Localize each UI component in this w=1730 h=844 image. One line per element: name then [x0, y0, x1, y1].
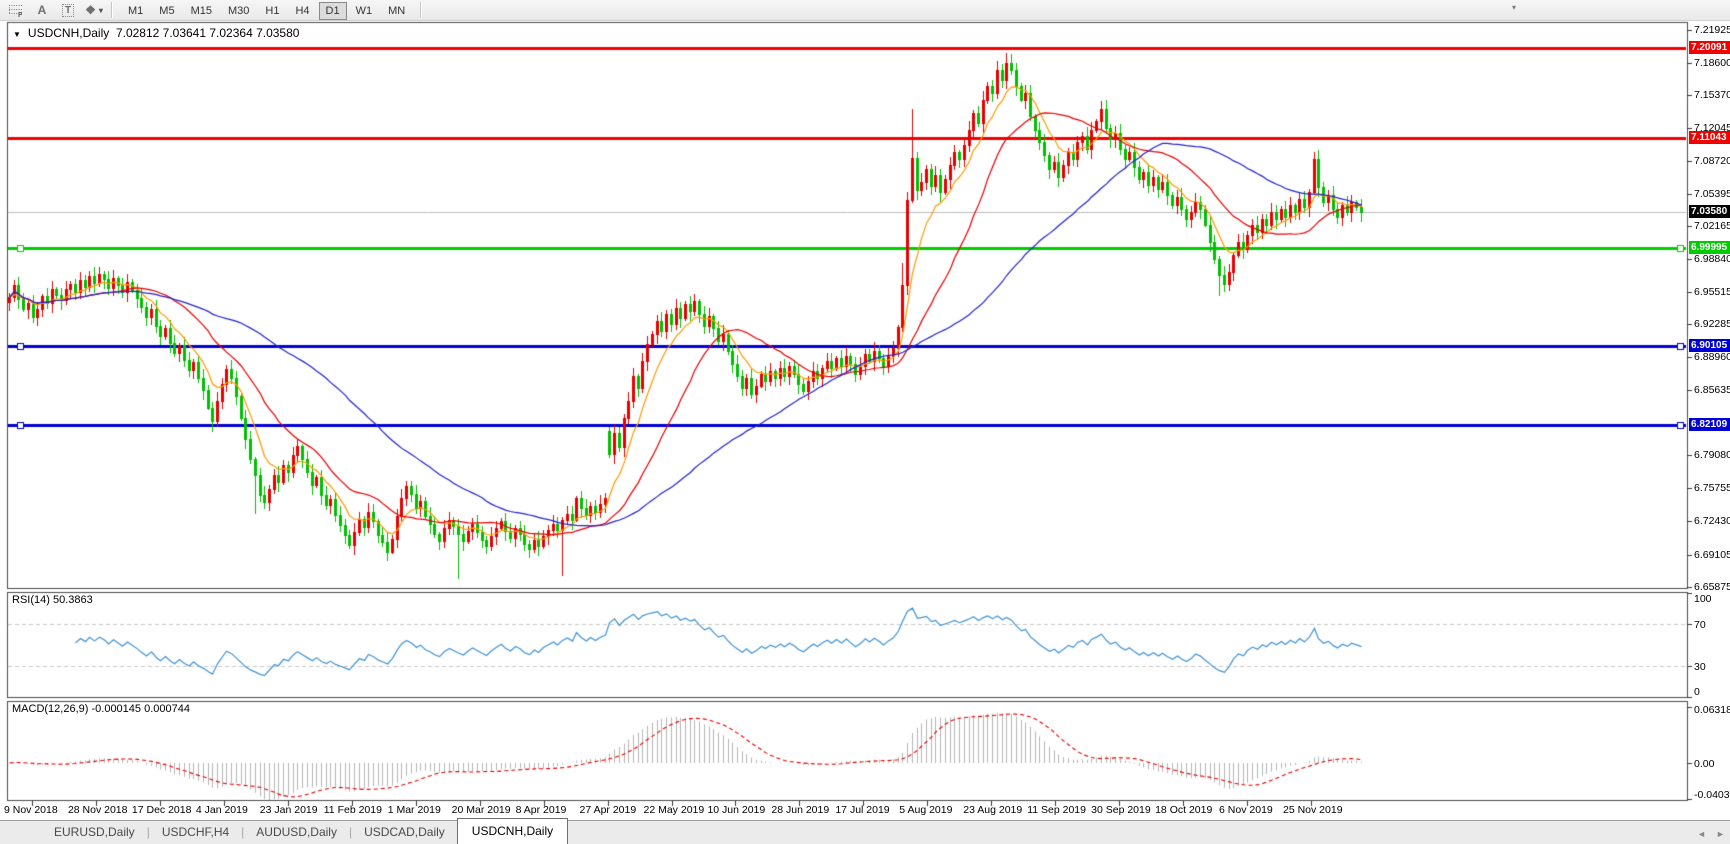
date-tick-label: 9 Nov 2018: [4, 804, 58, 816]
chart-tab-bar: EURUSD,Daily | USDCHF,H4 | AUDUSD,Daily | USDC…: [0, 818, 1730, 844]
date-tick-label: 30 Sep 2019: [1091, 804, 1151, 816]
chart-tab-usdcad[interactable]: USDCAD,Daily: [364, 825, 445, 839]
date-tick-label: 6 Nov 2019: [1219, 804, 1273, 816]
date-tick-label: 17 Jul 2019: [835, 804, 890, 816]
price-tick-label: 7.08720: [1694, 155, 1730, 168]
price-tick-label: 6.65875: [1694, 580, 1730, 593]
toolbar-overflow-icon[interactable]: ▾: [1512, 3, 1517, 12]
chart-quote: 7.02812 7.03641 7.02364 7.03580: [115, 26, 300, 40]
svg-text:F: F: [18, 12, 23, 18]
arrows-icon[interactable]: ❖ ▾: [84, 1, 104, 19]
timeframe-button-h1[interactable]: H1: [265, 5, 280, 17]
date-tick-label: 10 Jun 2019: [707, 804, 766, 816]
hline-price-badge: 6.99995: [1689, 241, 1730, 254]
text-icon[interactable]: A: [37, 3, 47, 17]
date-tick-label: 22 May 2019: [643, 804, 705, 816]
chart-tab-audusd[interactable]: AUDUSD,Daily: [256, 825, 337, 839]
timeframe-group: M1 M5 M15 M30 H1 H4 D1 W1 MN: [120, 1, 413, 20]
chart-tab-usdcnh[interactable]: USDCNH,Daily: [456, 818, 569, 844]
rsi-level-label: 100: [1694, 593, 1712, 605]
toolbar-separator: [111, 2, 113, 18]
label-icon-glyph: T: [61, 3, 75, 17]
rsi-value: 50.3863: [52, 594, 93, 606]
rsi-label: RSI(14) 50.3863: [12, 594, 93, 606]
date-tick-label: 23 Aug 2019: [963, 804, 1023, 816]
price-tick-label: 6.95515: [1694, 286, 1730, 299]
date-tick-label: 20 Mar 2019: [451, 804, 511, 816]
date-tick-label: 11 Sep 2019: [1027, 804, 1086, 816]
chart-tab-usdchf[interactable]: USDCHF,H4: [161, 825, 230, 839]
macd-level-label: 0.00: [1694, 758, 1715, 770]
price-tick-label: 7.21925: [1694, 24, 1730, 36]
hline-price-badge: 7.11043: [1689, 131, 1730, 144]
hline-price-badge: 7.20091: [1689, 41, 1730, 54]
rsi-level-label: 30: [1694, 661, 1706, 674]
price-tick-label: 7.05395: [1694, 188, 1730, 201]
date-tick-label: 18 Oct 2019: [1155, 804, 1213, 816]
chart-dropdown-icon[interactable]: ▼: [13, 30, 21, 39]
macd-label: MACD(12,26,9) -0.000145 0.000744: [12, 703, 190, 715]
price-tick-label: 7.18600: [1694, 57, 1730, 70]
timeframe-button-m5[interactable]: M5: [159, 5, 175, 17]
price-tick-label: 7.02165: [1694, 220, 1730, 233]
timeframe-button-m30[interactable]: M30: [227, 5, 250, 17]
price-tick-label: 6.69105: [1694, 548, 1730, 561]
date-tick-label: 4 Jan 2019: [195, 804, 248, 816]
rsi-level-label: 0: [1694, 686, 1700, 698]
macd-values: -0.000145 0.000744: [91, 703, 190, 715]
date-tick-label: 1 Mar 2019: [387, 804, 441, 816]
date-tick-label: 25 Nov 2019: [1283, 804, 1343, 816]
price-tick-label: 6.98840: [1694, 253, 1730, 266]
prev-chart-tab-button[interactable]: ◄: [1697, 829, 1706, 839]
macd-name: MACD(12,26,9): [12, 703, 89, 715]
timeframe-button-m15[interactable]: M15: [190, 5, 212, 17]
date-tick-label: 5 Aug 2019: [899, 804, 953, 816]
macd-level-label: -0.040355: [1694, 789, 1730, 801]
timeframe-button-d1[interactable]: D1: [318, 2, 347, 20]
label-icon[interactable]: T: [58, 1, 78, 19]
chart-tab-eurusd[interactable]: EURUSD,Daily: [54, 825, 135, 839]
tab-separator: |: [348, 825, 353, 839]
price-tick-label: 7.15370: [1694, 89, 1730, 102]
rsi-level-label: 70: [1694, 618, 1706, 631]
arrows-icon-glyph: ❖: [85, 3, 96, 17]
next-chart-tab-button[interactable]: ►: [1716, 829, 1725, 839]
price-tick-label: 6.88960: [1694, 351, 1730, 364]
timeframe-button-m1[interactable]: M1: [128, 5, 144, 17]
tab-separator: |: [146, 825, 150, 839]
macd-level-label: 0.063184: [1694, 704, 1730, 716]
price-tick-label: 6.85635: [1694, 384, 1730, 397]
date-tick-label: 28 Jun 2019: [771, 804, 830, 816]
timeframe-button-mn[interactable]: MN: [388, 5, 406, 17]
chart-symbol: USDCNH,Daily: [27, 26, 110, 40]
toolbar: F A T ❖ ▾ M1 M5 M15 M30 H1 H4 D1 W1 MN ▾: [0, 0, 1730, 21]
price-tick-label: 6.92285: [1694, 318, 1730, 331]
price-tick-label: 6.79080: [1694, 449, 1730, 462]
chart-title: ▼ USDCNH,Daily 7.02812 7.03641 7.02364 7.…: [13, 26, 299, 40]
hline-price-badge: 6.82109: [1689, 418, 1730, 431]
toolbar-separator: [420, 2, 423, 18]
date-tick-label: 8 Apr 2019: [515, 804, 567, 816]
date-tick-label: 11 Feb 2019: [323, 804, 382, 816]
fibonacci-icon-glyph: F: [8, 4, 23, 18]
current-price-badge: 7.03580: [1689, 205, 1730, 218]
rsi-name: RSI(14): [12, 594, 50, 606]
chevron-down-icon: ▾: [98, 5, 103, 15]
timeframe-button-w1[interactable]: W1: [355, 5, 373, 17]
fibonacci-icon[interactable]: F: [6, 1, 26, 19]
price-tick-label: 6.75755: [1694, 482, 1730, 495]
date-tick-label: 23 Jan 2019: [259, 804, 318, 816]
price-tick-label: 6.72430: [1694, 515, 1730, 528]
timeframe-button-h4[interactable]: H4: [295, 5, 310, 17]
date-tick-label: 27 Apr 2019: [579, 804, 637, 816]
date-tick-label: 17 Dec 2018: [131, 804, 192, 816]
date-tick-label: 28 Nov 2018: [67, 804, 128, 816]
tab-separator: |: [241, 825, 245, 839]
hline-price-badge: 6.90105: [1689, 339, 1730, 352]
